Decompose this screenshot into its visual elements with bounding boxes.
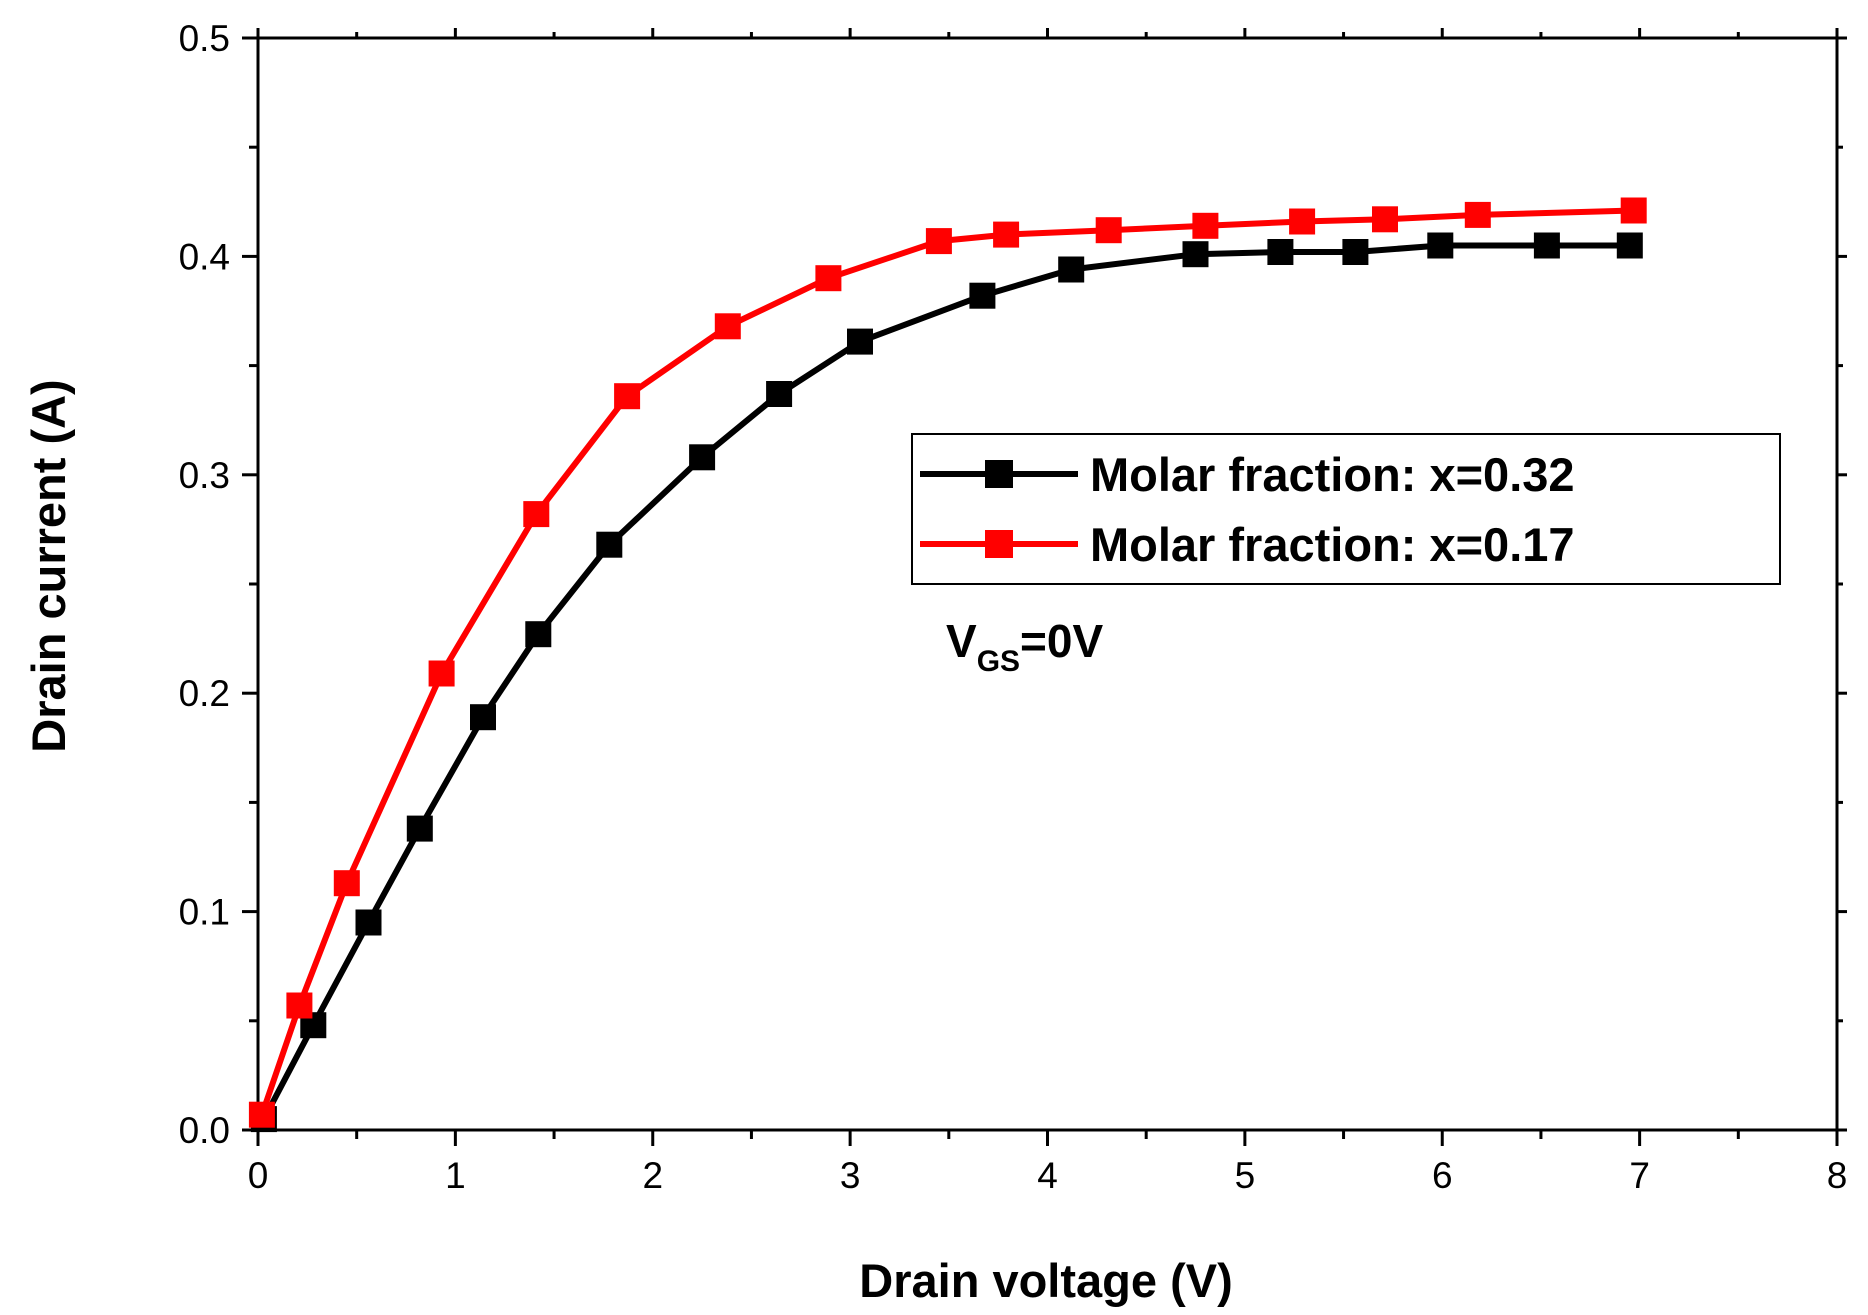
- data-point: [596, 531, 623, 558]
- legend-box: [911, 433, 1781, 585]
- data-point: [1620, 197, 1647, 224]
- data-point: [1058, 256, 1085, 283]
- data-point: [333, 870, 360, 897]
- series-line: [261, 242, 1630, 1121]
- data-point: [1616, 232, 1643, 259]
- series-layer: [248, 197, 1647, 1133]
- legend-label-x032: Molar fraction: x=0.32: [1090, 448, 1575, 501]
- data-point: [470, 704, 496, 731]
- y-tick-label: 0.4: [179, 236, 230, 277]
- data-point: [248, 1101, 275, 1128]
- data-point: [993, 221, 1020, 248]
- legend-marker-x017: [985, 530, 1013, 558]
- x-tick-label: 5: [1235, 1155, 1256, 1196]
- x-tick-label: 1: [445, 1155, 466, 1196]
- data-point: [286, 992, 313, 1019]
- x-tick-label: 4: [1037, 1155, 1058, 1196]
- y-tick-label: 0.2: [179, 673, 230, 714]
- data-point: [1464, 201, 1491, 228]
- y-tick-label: 0.1: [179, 892, 230, 933]
- data-point: [1267, 239, 1294, 265]
- data-point: [969, 282, 996, 309]
- y-tick-label: 0.3: [179, 455, 230, 496]
- data-point: [1289, 208, 1316, 235]
- axes: 0 1 2 3 4 5 6 7 8 0.0 0.1 0.2 0.3 0.4 0.5: [179, 18, 1848, 1196]
- data-point: [523, 501, 550, 528]
- series-0: [250, 232, 1643, 1133]
- data-point: [1533, 232, 1560, 259]
- vgs-annotation-v: V: [946, 615, 977, 667]
- data-point: [1095, 217, 1122, 244]
- x-tick-label: 0: [248, 1155, 269, 1196]
- vgs-annotation-sub: GS: [977, 645, 1020, 678]
- y-tick-label: 0.0: [179, 1110, 230, 1151]
- data-point: [925, 228, 952, 255]
- data-point: [689, 444, 716, 471]
- data-point: [815, 265, 842, 292]
- data-point: [428, 660, 455, 687]
- data-point: [1427, 232, 1454, 259]
- series-1: [248, 197, 1647, 1128]
- data-point: [847, 328, 873, 355]
- x-tick-label: 2: [642, 1155, 663, 1196]
- legend-label-x017: Molar fraction: x=0.17: [1090, 518, 1575, 571]
- vgs-annotation-value: =0V: [1020, 615, 1103, 667]
- x-axis-title: Drain voltage (V): [859, 1254, 1232, 1307]
- data-point: [1192, 212, 1219, 239]
- data-point: [1372, 206, 1398, 233]
- y-axis-title: Drain current (A): [22, 379, 75, 752]
- data-point: [1182, 241, 1209, 268]
- x-tick-label: 8: [1827, 1155, 1848, 1196]
- data-point: [406, 815, 433, 842]
- x-tick-label: 6: [1432, 1155, 1453, 1196]
- data-point: [714, 313, 741, 340]
- data-point: [766, 381, 793, 407]
- data-point: [355, 909, 382, 936]
- legend-marker-x032: [985, 460, 1013, 488]
- vgs-annotation: VGS=0V: [946, 615, 1103, 678]
- legend: Molar fraction: x=0.32 Molar fraction: x…: [911, 433, 1781, 585]
- series-line: [259, 207, 1634, 1116]
- x-tick-label: 3: [840, 1155, 861, 1196]
- data-point: [614, 383, 641, 410]
- y-tick-label: 0.5: [179, 18, 230, 59]
- data-point: [1342, 239, 1369, 265]
- data-point: [525, 621, 552, 648]
- x-tick-label: 7: [1629, 1155, 1650, 1196]
